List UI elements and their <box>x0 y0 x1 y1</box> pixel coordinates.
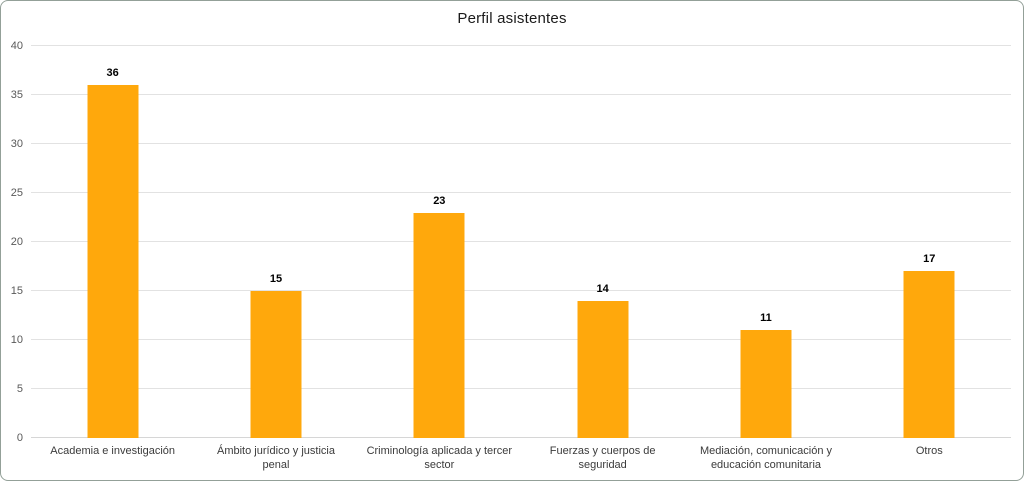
y-tick-label: 10 <box>10 334 23 346</box>
x-category-label: Mediación, comunicación y educación comu… <box>699 445 833 471</box>
x-category-label: Ámbito jurídico y justicia penal <box>216 445 335 471</box>
bar-value-label: 17 <box>923 253 936 266</box>
bar <box>87 85 139 438</box>
plot-area: 36 15 23 14 11 17 <box>31 45 1011 438</box>
bar-slot: 23 <box>358 46 521 438</box>
gridline <box>31 94 1011 95</box>
bar-value-label: 23 <box>433 194 446 207</box>
y-axis: 0 5 10 15 20 25 30 35 40 <box>1 40 25 444</box>
gridline <box>31 290 1011 291</box>
bar-slot: 11 <box>684 46 847 438</box>
gridline <box>31 241 1011 242</box>
x-category-label: Fuerzas y cuerpos de seguridad <box>549 445 656 471</box>
y-tick-label: 30 <box>10 138 23 150</box>
bar <box>903 271 955 438</box>
y-tick-label: 0 <box>16 432 23 444</box>
gridline <box>31 388 1011 389</box>
gridline <box>31 45 1011 46</box>
bar <box>740 330 792 438</box>
chart-title: Perfil asistentes <box>457 10 567 27</box>
bar <box>250 291 302 438</box>
bar-slot: 36 <box>31 46 194 438</box>
y-tick-label: 15 <box>10 285 23 297</box>
bar-slot: 15 <box>194 46 357 438</box>
gridline <box>31 143 1011 144</box>
y-tick-label: 20 <box>10 236 23 248</box>
x-category-label: Otros <box>915 445 943 457</box>
bar <box>413 212 465 438</box>
bar-value-label: 36 <box>106 67 119 80</box>
y-tick-label: 5 <box>16 383 23 395</box>
gridline <box>31 192 1011 193</box>
gridline <box>31 339 1011 340</box>
y-tick-label: 40 <box>10 40 23 52</box>
bar-slot: 17 <box>848 46 1011 438</box>
category-axis-line <box>31 437 1011 438</box>
bar <box>577 300 629 438</box>
x-category-label: Criminología aplicada y tercer sector <box>366 445 513 471</box>
bar-value-label: 11 <box>760 312 772 325</box>
bar-value-label: 15 <box>269 273 283 285</box>
x-category-label: Academia e investigación <box>50 445 176 457</box>
bar-value-label: 14 <box>596 282 609 295</box>
bar-slot: 14 <box>521 46 684 438</box>
x-axis: Academia e investigación Ámbito jurídico … <box>31 444 1011 472</box>
bar-slots: 36 15 23 14 11 17 <box>31 46 1011 438</box>
y-tick-label: 35 <box>10 89 23 101</box>
y-tick-label: 25 <box>10 187 23 199</box>
